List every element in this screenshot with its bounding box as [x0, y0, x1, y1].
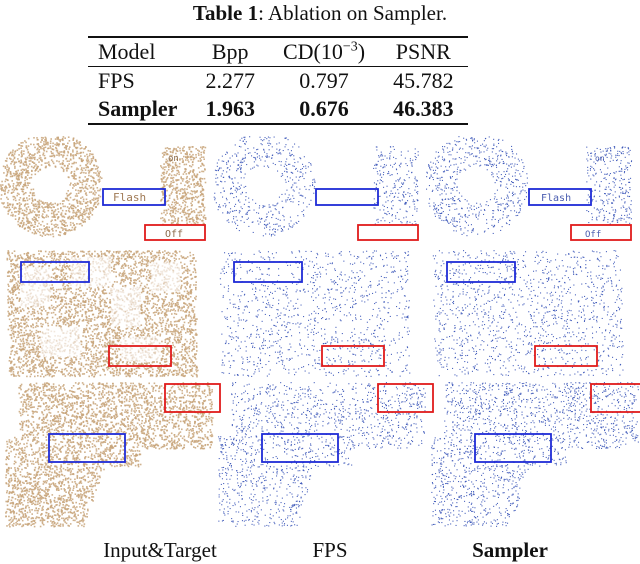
in-image-label-off: Off [165, 229, 183, 240]
blue-highlight-box [233, 261, 303, 283]
blue-highlight-box [446, 261, 516, 283]
in-image-label-off: Off [585, 230, 601, 240]
point-cloud-figure: Flash on Off Flash on Off [0, 136, 640, 528]
cell: 2.277 [205, 68, 255, 93]
cell: Sampler [98, 96, 178, 121]
table-row-sampler: Sampler 1.963 0.676 46.383 [88, 95, 468, 124]
highlight-boxes [20, 188, 640, 463]
caption-label: Table 1 [192, 1, 259, 25]
blue-highlight-box [261, 433, 339, 463]
blue-highlight-box [48, 433, 126, 463]
cell: FPS [98, 68, 135, 93]
table-caption: Table 1: Ablation on Sampler. [0, 0, 640, 26]
header-model: Model [98, 39, 156, 64]
column-label-fps: FPS [312, 538, 348, 562]
header-psnr: PSNR [395, 39, 451, 64]
cell: 0.797 [299, 68, 349, 93]
red-highlight-box [164, 383, 221, 413]
red-highlight-box [144, 224, 206, 241]
in-image-label-flash: Flash [113, 191, 146, 204]
red-highlight-box [377, 383, 434, 413]
cell: 0.676 [299, 96, 349, 121]
red-highlight-box [534, 345, 598, 367]
red-highlight-box [570, 224, 632, 241]
cd-exponent: −3 [342, 39, 358, 55]
caption-text: : Ablation on Sampler. [258, 1, 448, 25]
table-row-fps: FPS 2.277 0.797 45.782 [88, 67, 468, 96]
ablation-table: Model Bpp CD(10−3) PSNR FPS 2.277 0.797 … [88, 36, 468, 125]
in-image-label-flash: Flash [541, 193, 571, 204]
header-bpp: Bpp [211, 39, 249, 64]
cell: 1.963 [205, 96, 255, 121]
in-image-label-on: on [595, 154, 605, 163]
red-highlight-box [357, 224, 419, 241]
in-image-text: Flash on Off Flash on Off [113, 154, 605, 240]
in-image-label-on: on [168, 154, 179, 164]
header-cd: CD(10−3) [282, 39, 366, 64]
blue-highlight-box [528, 188, 592, 206]
cell: 46.383 [393, 96, 454, 121]
column-label-input-target: Input&Target [103, 538, 217, 562]
red-highlight-box [590, 383, 640, 413]
blue-highlight-box [315, 188, 379, 206]
blue-highlight-box [474, 433, 552, 463]
column-label-sampler: Sampler [472, 538, 548, 562]
table-header-row: Model Bpp CD(10−3) PSNR [88, 37, 468, 67]
red-highlight-box [108, 345, 172, 367]
cell: 45.782 [393, 68, 454, 93]
blue-highlight-box [102, 188, 166, 206]
blue-highlight-box [20, 261, 90, 283]
red-highlight-box [321, 345, 385, 367]
